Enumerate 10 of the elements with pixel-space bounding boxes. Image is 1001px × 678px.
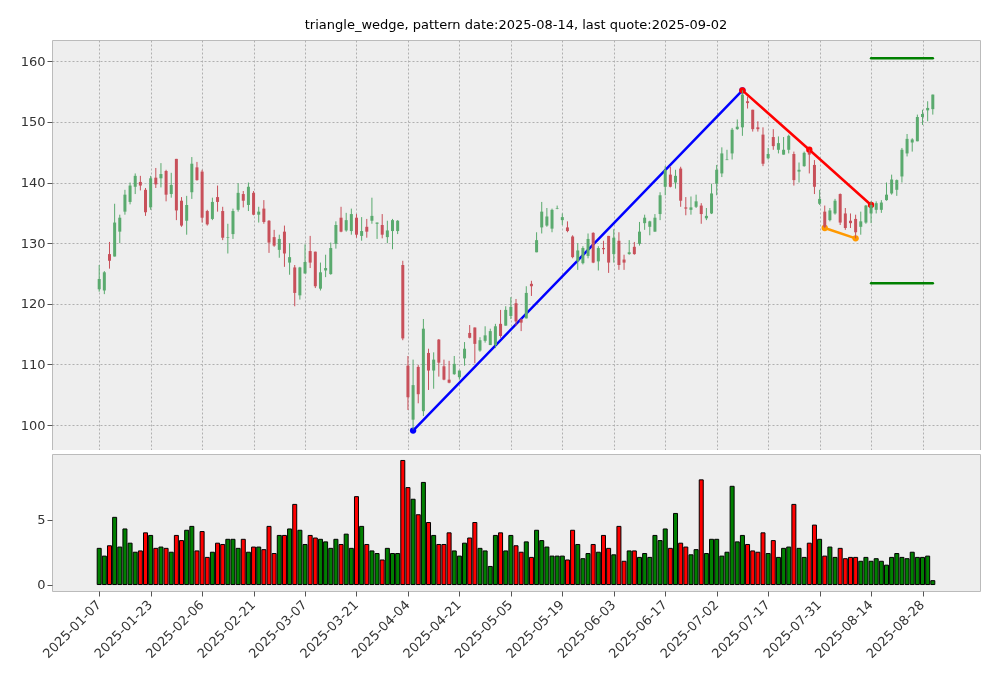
chart-title: triangle_wedge, pattern date:2025-08-14, last quote:2025-09-02 (304, 17, 728, 32)
y-tick-label: 160 (20, 53, 46, 69)
y-tick-label: 5 (37, 512, 46, 528)
y-tick-label: 110 (20, 356, 46, 372)
y-tick-label: 120 (20, 296, 46, 312)
y-tick-label: 150 (20, 114, 46, 130)
y-tick-label: 130 (20, 235, 46, 251)
y-tick-label: 100 (20, 417, 46, 433)
y-tick-label: 0 (37, 577, 46, 593)
y-tick-label: 140 (20, 175, 46, 191)
